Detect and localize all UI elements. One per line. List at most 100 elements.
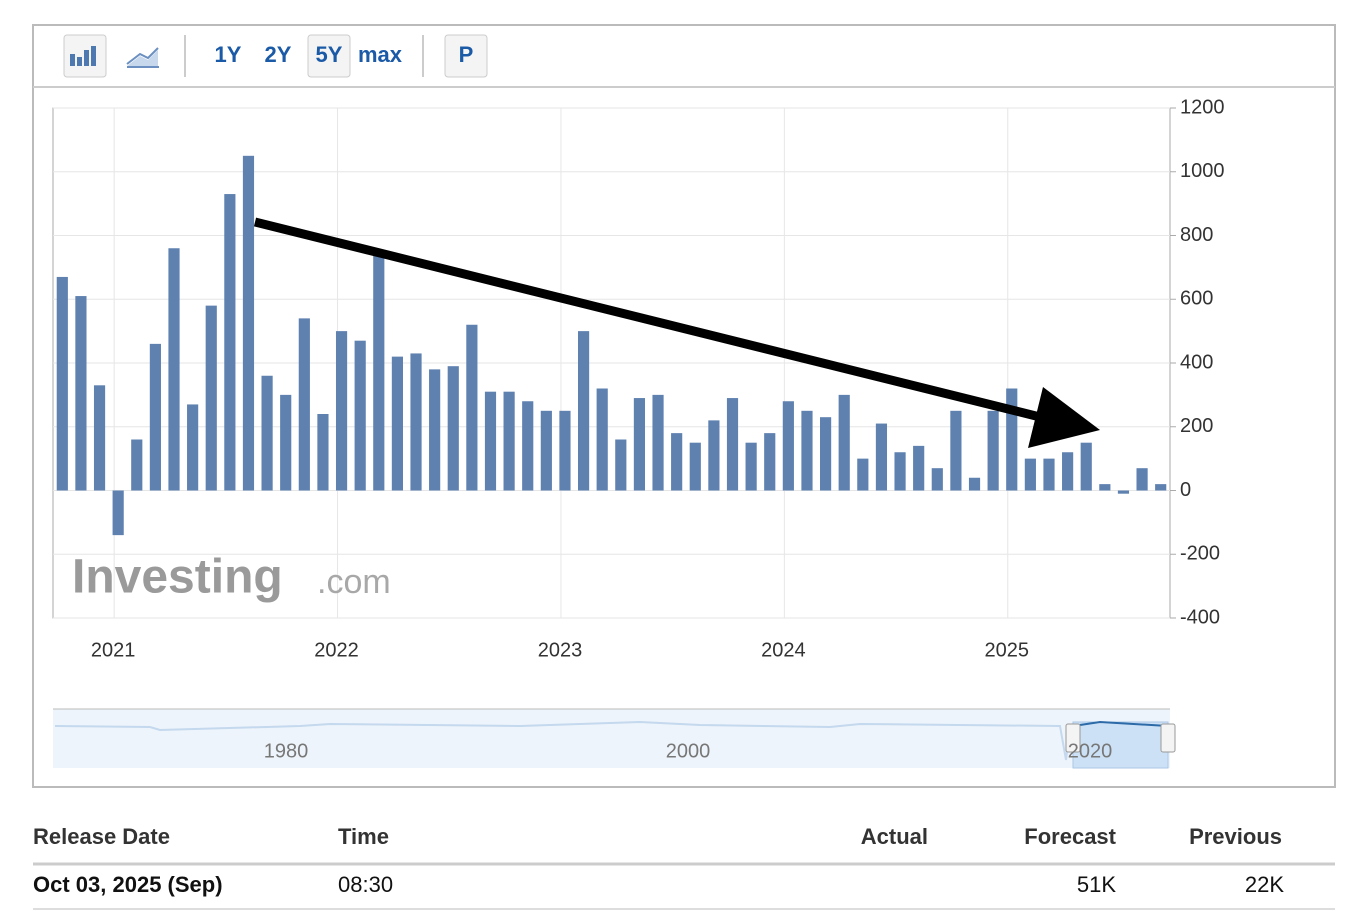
x-tick-label: 2021 [91,639,136,661]
bar [391,356,403,491]
navigator-selection[interactable] [1072,721,1169,769]
bar [1024,458,1036,491]
x-tick-label: 2023 [538,639,583,661]
bar [1117,490,1130,494]
y-tick-label: 0 [1180,479,1191,501]
bar [298,318,310,491]
bar [466,324,478,491]
bar [1155,484,1167,491]
range-button-box[interactable] [307,34,351,78]
bar [1043,458,1055,491]
bar [1136,468,1148,491]
bar [1080,442,1092,491]
bar [205,305,217,491]
bar [894,452,906,491]
bar [131,439,143,491]
table-header: Actual [861,824,928,849]
bar [93,385,106,491]
bar [820,417,832,491]
x-tick-label: 2025 [985,639,1030,661]
bar [726,398,739,491]
bar [671,433,683,491]
range-button[interactable]: 2Y [265,42,292,67]
watermark-suffix: .com [317,563,391,601]
bar [633,398,646,491]
bar [1099,484,1111,491]
bar [764,433,776,491]
navigator-label: 1980 [264,740,309,762]
trend-arrow [253,217,1100,448]
table-cell: 22K [1245,872,1284,897]
bar [540,410,552,491]
bar [484,391,497,491]
bar [149,343,161,491]
bar [112,490,124,536]
bar [410,353,422,491]
range-button[interactable]: 1Y [215,42,242,67]
line-chart-button[interactable] [126,47,159,68]
bar [373,254,385,491]
navigator-label: 2000 [666,740,711,762]
y-tick-label: 400 [1180,351,1213,373]
bar [950,410,962,491]
table-cell: 08:30 [338,872,393,897]
bar-chart-button[interactable] [63,34,107,78]
bar [354,340,366,491]
table-header: Previous [1189,824,1282,849]
x-tick-label: 2024 [761,639,806,661]
bar [242,155,255,491]
bar [447,366,459,491]
bar [987,410,999,491]
bar [652,394,664,491]
pattern-button[interactable]: P [459,42,474,67]
y-tick-label: -400 [1180,606,1220,628]
navigator-line [54,720,1071,761]
bar [615,439,627,491]
bar [559,410,571,491]
navigator-label: 2020 [1068,740,1113,762]
watermark-main: Investing [72,551,283,604]
watermark: Investing .com [72,551,391,604]
bar [335,331,348,491]
table-cell: Oct 03, 2025 (Sep) [33,872,223,897]
bar [838,394,850,491]
y-tick-label: 200 [1180,415,1213,437]
bar [875,423,888,491]
bar [577,331,590,491]
range-button[interactable]: 5Y [316,42,343,67]
bar [261,375,273,491]
y-tick-label: 600 [1180,288,1213,310]
bar [280,394,292,491]
bar [596,388,608,491]
bar [429,369,441,491]
navigator [53,708,1176,769]
bar [522,401,534,491]
bar [708,420,720,491]
bar [168,248,180,491]
y-tick-label: -200 [1180,543,1220,565]
bar [56,276,68,491]
bar [968,477,981,491]
bar [801,410,813,491]
bar [75,296,87,491]
navigator-selected-line [1079,720,1169,727]
navigator-bg [53,709,1170,768]
bar [782,401,794,491]
navigator-handle[interactable] [1160,723,1176,753]
range-button[interactable]: max [358,42,403,67]
pattern-button-box[interactable] [444,34,488,78]
table-header: Time [338,824,389,849]
bar [931,468,943,491]
y-tick-label: 1000 [1180,160,1225,182]
bar [317,414,329,491]
bar [1062,452,1074,491]
x-tick-label: 2022 [314,639,359,661]
bar [1006,388,1018,491]
bar [857,458,869,491]
bar [745,442,757,491]
table-cell: 51K [1077,872,1116,897]
navigator-handle[interactable] [1065,723,1081,753]
bar [689,442,701,491]
y-tick-label: 800 [1180,224,1213,246]
